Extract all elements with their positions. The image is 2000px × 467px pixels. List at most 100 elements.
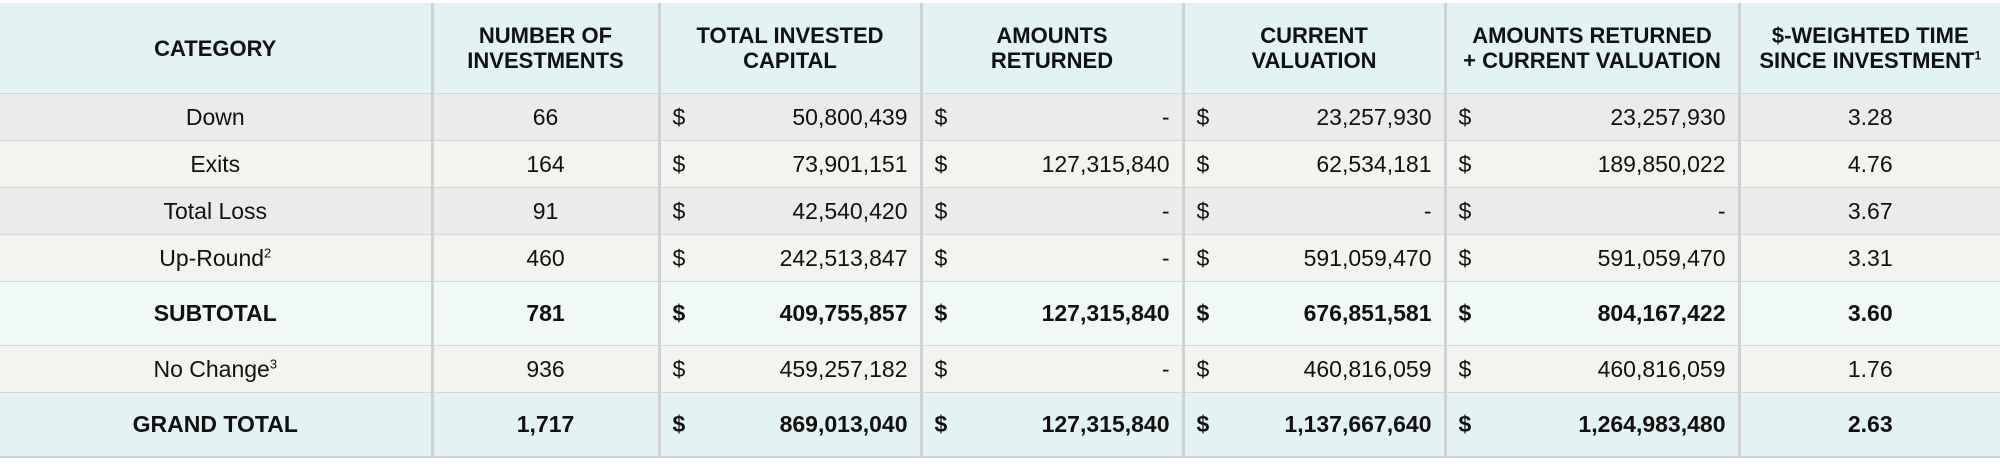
returned-plus-valuation-cell: $23,257,930 bbox=[1445, 93, 1741, 141]
category-cell: Up-Round2 bbox=[0, 234, 434, 282]
currency-symbol: $ bbox=[1196, 355, 1210, 382]
currency-symbol: $ bbox=[1458, 244, 1472, 271]
invested-capital-cell: $73,901,151 bbox=[659, 140, 923, 188]
currency-symbol: $ bbox=[1196, 244, 1210, 271]
category-cell: SUBTOTAL bbox=[0, 281, 434, 346]
investment-summary-table: CATEGORY NUMBER OF INVESTMENTS TOTAL INVE… bbox=[0, 3, 2000, 458]
amounts-returned-cell: $ - bbox=[921, 93, 1185, 141]
table-row: GRAND TOTAL 1,717 $869,013,040 $127,315,… bbox=[0, 392, 2000, 458]
current-valuation-cell: $1,137,667,640 bbox=[1183, 392, 1447, 458]
currency-symbol: $ bbox=[1458, 150, 1472, 177]
category-label: Exits bbox=[190, 150, 241, 177]
weighted-time-cell: 3.60 bbox=[1739, 281, 2000, 346]
current-valuation-cell: $591,059,470 bbox=[1183, 234, 1447, 282]
returned-plus-valuation-cell: $804,167,422 bbox=[1445, 281, 1741, 346]
currency-symbol: $ bbox=[934, 103, 948, 130]
category-label: Up-Round bbox=[159, 244, 265, 271]
investment-count-cell: 781 bbox=[432, 281, 661, 346]
table-row: No Change3 936 $459,257,182 $ - $460,816,… bbox=[0, 345, 2000, 393]
currency-symbol: $ bbox=[1196, 150, 1210, 177]
investment-count-cell: 460 bbox=[432, 234, 661, 282]
header-amounts-returned: AMOUNTS RETURNED bbox=[921, 3, 1185, 94]
currency-symbol: $ bbox=[672, 244, 686, 271]
current-valuation-cell: $62,534,181 bbox=[1183, 140, 1447, 188]
currency-symbol: $ bbox=[672, 150, 686, 177]
header-row: CATEGORY NUMBER OF INVESTMENTS TOTAL INVE… bbox=[0, 3, 2000, 94]
amounts-returned-cell: $127,315,840 bbox=[921, 281, 1185, 346]
invested-capital-cell: $50,800,439 bbox=[659, 93, 923, 141]
invested-capital-cell: $869,013,040 bbox=[659, 392, 923, 458]
investment-count-cell: 164 bbox=[432, 140, 661, 188]
header-weighted-time: $-WEIGHTED TIME SINCE INVESTMENT1 bbox=[1739, 3, 2000, 94]
category-label: No Change bbox=[153, 355, 270, 382]
footnote-marker: 1 bbox=[1974, 48, 1982, 63]
currency-symbol: $ bbox=[1458, 197, 1472, 224]
currency-symbol: $ bbox=[672, 103, 686, 130]
amounts-returned-cell: $127,315,840 bbox=[921, 392, 1185, 458]
table-row: Exits 164 $73,901,151 $127,315,840 $62,5… bbox=[0, 140, 2000, 188]
returned-plus-valuation-cell: $1,264,983,480 bbox=[1445, 392, 1741, 458]
weighted-time-cell: 3.28 bbox=[1739, 93, 2000, 141]
category-label: Down bbox=[185, 103, 245, 130]
investment-count-cell: 1,717 bbox=[432, 392, 661, 458]
table-row: Up-Round2 460 $242,513,847 $ - $591,059,4… bbox=[0, 234, 2000, 282]
header-category: CATEGORY bbox=[0, 3, 434, 94]
header-returned-plus-valuation: AMOUNTS RETURNED + CURRENT VALUATION bbox=[1445, 3, 1741, 94]
amounts-returned-cell: $ - bbox=[921, 234, 1185, 282]
currency-symbol: $ bbox=[1196, 411, 1210, 437]
invested-capital-cell: $242,513,847 bbox=[659, 234, 923, 282]
current-valuation-cell: $676,851,581 bbox=[1183, 281, 1447, 346]
category-label: SUBTOTAL bbox=[153, 300, 277, 326]
currency-symbol: $ bbox=[672, 197, 686, 224]
header-number-of-investments: NUMBER OF INVESTMENTS bbox=[432, 3, 661, 94]
returned-plus-valuation-cell: $591,059,470 bbox=[1445, 234, 1741, 282]
amounts-returned-cell: $ - bbox=[921, 187, 1185, 235]
investment-count-cell: 91 bbox=[432, 187, 661, 235]
returned-plus-valuation-cell: $460,816,059 bbox=[1445, 345, 1741, 393]
weighted-time-cell: 1.76 bbox=[1739, 345, 2000, 393]
current-valuation-cell: $460,816,059 bbox=[1183, 345, 1447, 393]
weighted-time-cell: 3.31 bbox=[1739, 234, 2000, 282]
currency-symbol: $ bbox=[934, 355, 948, 382]
amounts-returned-cell: $127,315,840 bbox=[921, 140, 1185, 188]
currency-symbol: $ bbox=[672, 411, 686, 437]
current-valuation-cell: $23,257,930 bbox=[1183, 93, 1447, 141]
footnote-marker: 3 bbox=[269, 355, 278, 371]
investment-count-cell: 66 bbox=[432, 93, 661, 141]
category-cell: GRAND TOTAL bbox=[0, 392, 434, 458]
header-total-invested-capital: TOTAL INVESTED CAPITAL bbox=[659, 3, 923, 94]
currency-symbol: $ bbox=[934, 197, 948, 224]
category-cell: Down bbox=[0, 93, 434, 141]
category-cell: No Change3 bbox=[0, 345, 434, 393]
table-row: Down 66 $50,800,439 $ - $23,257,930 $23,2… bbox=[0, 93, 2000, 141]
invested-capital-cell: $409,755,857 bbox=[659, 281, 923, 346]
footnote-marker: 2 bbox=[264, 244, 272, 260]
currency-symbol: $ bbox=[1458, 355, 1472, 382]
currency-symbol: $ bbox=[1196, 103, 1210, 130]
currency-symbol: $ bbox=[1196, 197, 1210, 224]
header-current-valuation: CURRENT VALUATION bbox=[1183, 3, 1447, 94]
currency-symbol: $ bbox=[672, 355, 686, 382]
current-valuation-cell: $ - bbox=[1183, 187, 1447, 235]
currency-symbol: $ bbox=[672, 300, 686, 326]
table-row: Total Loss 91 $42,540,420 $ - $ - $ - 3.67 bbox=[0, 187, 2000, 235]
currency-symbol: $ bbox=[1458, 300, 1472, 326]
returned-plus-valuation-cell: $189,850,022 bbox=[1445, 140, 1741, 188]
investment-count-cell: 936 bbox=[432, 345, 661, 393]
currency-symbol: $ bbox=[1196, 300, 1210, 326]
amounts-returned-cell: $ - bbox=[921, 345, 1185, 393]
currency-symbol: $ bbox=[1458, 411, 1472, 437]
category-label: GRAND TOTAL bbox=[132, 411, 298, 437]
currency-symbol: $ bbox=[934, 411, 948, 437]
category-cell: Total Loss bbox=[0, 187, 434, 235]
weighted-time-cell: 2.63 bbox=[1739, 392, 2000, 458]
weighted-time-cell: 4.76 bbox=[1739, 140, 2000, 188]
returned-plus-valuation-cell: $ - bbox=[1445, 187, 1741, 235]
currency-symbol: $ bbox=[934, 300, 948, 326]
currency-symbol: $ bbox=[934, 244, 948, 271]
weighted-time-cell: 3.67 bbox=[1739, 187, 2000, 235]
table-row: SUBTOTAL 781 $409,755,857 $127,315,840 $… bbox=[0, 281, 2000, 346]
category-cell: Exits bbox=[0, 140, 434, 188]
invested-capital-cell: $459,257,182 bbox=[659, 345, 923, 393]
currency-symbol: $ bbox=[934, 150, 948, 177]
